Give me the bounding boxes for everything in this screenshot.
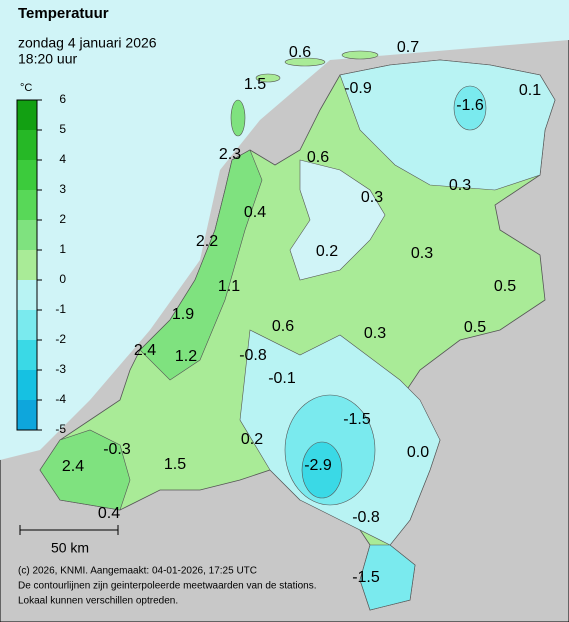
legend-tick-label: 0: [59, 272, 66, 286]
texel: [230, 99, 246, 137]
legend-swatch: [17, 310, 37, 340]
station-value: 0.5: [464, 319, 486, 336]
station-value: -0.1: [268, 370, 296, 387]
cold-north: [339, 59, 556, 191]
terschelling: [284, 57, 326, 67]
scale-label: 50 km: [51, 540, 89, 556]
legend-tick-label: 3: [59, 182, 66, 196]
legend-swatch: [17, 340, 37, 370]
legend-swatch: [17, 100, 37, 130]
station-value: 1.2: [175, 348, 197, 365]
station-value: -1.5: [343, 411, 371, 428]
title: Temperatuur: [18, 5, 109, 22]
legend-swatch: [17, 160, 37, 190]
legend-tick-label: -5: [55, 422, 66, 436]
sea: [0, 0, 569, 460]
station-value: 0.3: [364, 325, 386, 342]
station-value: 0.6: [307, 149, 329, 166]
station-value: 2.3: [219, 146, 241, 163]
station-value: -1.5: [352, 569, 380, 586]
cold-core-south: [301, 441, 343, 499]
station-value: 1.5: [164, 456, 186, 473]
legend-swatch: [17, 280, 37, 310]
legend-swatch: [17, 370, 37, 400]
station-value: 0.3: [449, 177, 471, 194]
station-value: -2.9: [304, 457, 332, 474]
station-value: 2.4: [62, 458, 84, 475]
ijsselmeer: [289, 159, 386, 281]
station-value: -0.9: [344, 80, 372, 97]
station-value: 0.4: [244, 204, 266, 221]
legend-swatch: [17, 190, 37, 220]
footer-line: (c) 2026, KNMI. Aangemaakt: 04-01-2026, …: [18, 566, 257, 577]
legend-unit: °C: [20, 82, 32, 94]
legend-tick-label: 2: [59, 212, 66, 226]
time: 18:20 uur: [18, 51, 77, 67]
footer-line: Lokaal kunnen verschillen optreden.: [18, 596, 178, 607]
legend-tick-label: -4: [55, 392, 66, 406]
vlieland: [255, 73, 281, 83]
station-value: 0.6: [272, 318, 294, 335]
legend-tick-label: 5: [59, 122, 66, 136]
station-value: -0.8: [352, 509, 380, 526]
station-value: 2.4: [134, 342, 156, 359]
legend-tick-label: 6: [59, 92, 66, 106]
station-value: 1.5: [244, 76, 266, 93]
legend-swatch: [17, 220, 37, 250]
station-value: 1.1: [218, 278, 240, 295]
limburg: [359, 544, 416, 611]
zeeland-zone: [39, 429, 131, 511]
station-value: 2.2: [196, 233, 218, 250]
station-value: 0.7: [397, 39, 419, 56]
legend-tick-label: 1: [59, 242, 66, 256]
legend-tick-label: -2: [55, 332, 66, 346]
ameland: [341, 50, 379, 60]
station-value: 0.2: [241, 431, 263, 448]
legend-tick-label: -1: [55, 302, 66, 316]
legend-tick-label: 4: [59, 152, 66, 166]
cold-core-north: [453, 85, 487, 131]
legend-swatch: [17, 250, 37, 280]
station-value: 1.9: [172, 306, 194, 323]
legend-frame: [16, 99, 38, 431]
station-value: 0.1: [519, 82, 541, 99]
station-value: -1.6: [456, 97, 484, 114]
station-value: 0.2: [316, 243, 338, 260]
footer-line: De contourlijnen zijn geinterpoleerde me…: [18, 581, 317, 592]
date: zondag 4 januari 2026: [18, 35, 157, 51]
station-value: 0.6: [289, 44, 311, 61]
legend-swatch: [17, 130, 37, 160]
station-value: -0.8: [239, 347, 267, 364]
station-value: -0.3: [103, 441, 131, 458]
legend-swatch: [17, 400, 37, 430]
legend-tick-label: -3: [55, 362, 66, 376]
coastal-zone: [139, 149, 263, 381]
station-value: 0.3: [361, 189, 383, 206]
station-value: 0.3: [411, 245, 433, 262]
station-value: 0.5: [494, 278, 516, 295]
station-value: 0.4: [98, 505, 120, 522]
station-value: 0.0: [407, 444, 429, 461]
